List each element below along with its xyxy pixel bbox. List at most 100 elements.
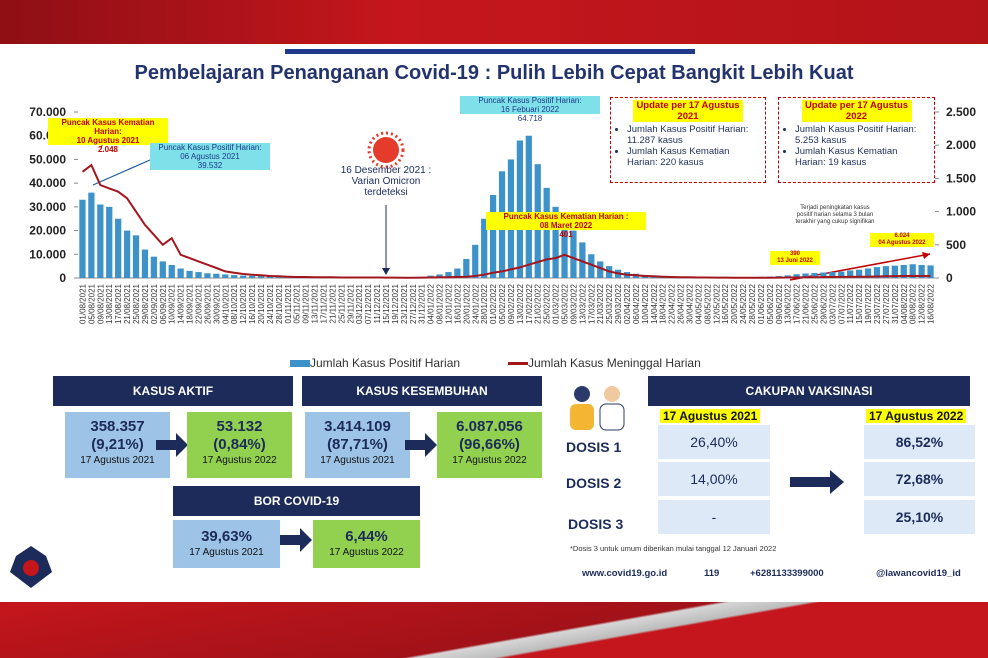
x-tick-label: 05/08/2021: [87, 283, 96, 324]
virus-icon: [367, 131, 405, 275]
legend-swatch: [508, 362, 528, 366]
x-tick-label: 03/12/2021: [355, 283, 364, 324]
bar: [472, 244, 479, 278]
x-tick-label: 17/08/2021: [114, 283, 123, 324]
x-tick-label: 23/12/2021: [400, 283, 409, 324]
annotation: Puncak Kasus Kematian Harian: 10 Agustus…: [48, 118, 168, 154]
bar: [811, 273, 818, 278]
stat-box: 3.414.109 (87,71%) 17 Agustus 2021: [305, 412, 410, 478]
y-tick-label: 40.000: [29, 176, 66, 190]
row-label: DOSIS 2: [566, 475, 622, 491]
bar: [516, 140, 524, 278]
contact: @lawancovid19_id: [876, 568, 961, 579]
annotation-text: 06 Agustus 2021: [150, 152, 270, 161]
x-tick-label: 27/12/2021: [409, 283, 418, 324]
cell: 14,00%: [658, 462, 770, 496]
bar: [106, 206, 113, 278]
bar: [231, 275, 238, 278]
arrow: [280, 528, 312, 552]
x-tick-label: 05/03/2022: [561, 283, 570, 324]
x-tick-label: 08/08/2022: [909, 283, 918, 324]
x-tick-label: 16/08/2022: [927, 283, 936, 324]
annotation-text: 401: [559, 230, 573, 239]
annotation: Puncak Kasus Kematian Harian : 08 Maret …: [486, 212, 646, 239]
stat-value: (87,71%): [327, 436, 388, 453]
x-tick-label: 29/03/2022: [614, 283, 623, 324]
bar: [454, 268, 461, 278]
x-tick-label: 08/05/2022: [703, 283, 712, 324]
x-tick-label: 09/08/2021: [96, 283, 105, 324]
bar: [802, 273, 809, 278]
y2-tick-label: 1.500: [946, 171, 976, 185]
bar: [918, 264, 925, 278]
footnote: *Dosis 3 untuk umum diberikan mulai tang…: [570, 544, 777, 553]
x-tick-label: 25/11/2021: [337, 283, 346, 323]
x-tick-label: 23/07/2022: [873, 283, 882, 324]
y2-tick-label: 2.500: [946, 105, 976, 119]
annotation-text: 16 Desember 2021 :: [340, 165, 432, 176]
bar: [115, 218, 122, 278]
x-tick-label: 26/09/2021: [203, 283, 212, 324]
line: [81, 163, 931, 279]
x-tick-label: 30/09/2021: [212, 283, 221, 324]
x-tick-label: 04/10/2021: [221, 283, 230, 324]
annotation: Puncak Kasus Positif Harian: 06 Agustus …: [150, 143, 270, 170]
bar: [489, 195, 497, 278]
y-tick-label: 20.000: [29, 224, 66, 238]
stat-box: 358.357 (9,21%) 17 Agustus 2021: [65, 412, 170, 478]
bar: [222, 274, 229, 278]
bar: [864, 268, 872, 278]
bar: [873, 267, 881, 278]
x-tick-label: 09/02/2022: [507, 283, 516, 324]
annotation-text: Terjadi peningkatan kasus: [800, 205, 870, 211]
x-tick-label: 05/06/2022: [766, 283, 775, 324]
x-tick-label: 22/09/2021: [195, 283, 204, 324]
stat-box: 6,44% 17 Agustus 2022: [313, 520, 420, 568]
legend-label: Jumlah Kasus Positif Harian: [310, 356, 461, 370]
emblem: [10, 546, 52, 588]
annotation-text: 390: [770, 251, 820, 258]
y-tick-label: 30.000: [29, 200, 66, 214]
x-tick-label: 01/08/2021: [78, 283, 87, 324]
update-item: Jumlah Kasus Kematian Harian: 19 kasus: [795, 146, 930, 168]
update-box: Update per 17 Agustus 2022 Jumlah Kasus …: [778, 97, 935, 183]
x-tick-label: 11/12/2021: [373, 283, 382, 323]
x-tick-label: 28/01/2022: [480, 283, 489, 324]
x-tick-label: 10/09/2021: [168, 283, 177, 324]
update-title: Update per 17 Agustus 2021: [633, 100, 743, 122]
stat-value: 53.132: [216, 418, 263, 435]
stat-date: 17 Agustus 2022: [202, 455, 277, 466]
x-tick-label: 29/06/2022: [819, 283, 828, 324]
bottom-band: [0, 602, 988, 658]
stat-box: 39,63% 17 Agustus 2021: [173, 520, 280, 568]
x-tick-label: 08/01/2022: [436, 283, 445, 324]
update-item: Jumlah Kasus Positif Harian: 5.253 kasus: [795, 124, 930, 146]
people-icon: [570, 386, 625, 431]
bar: [891, 265, 898, 278]
update-box: Update per 17 Agustus 2021 Jumlah Kasus …: [610, 97, 766, 183]
x-tick-label: 28/05/2022: [748, 283, 757, 324]
bar: [159, 261, 166, 278]
x-tick-label: 21/06/2022: [802, 283, 811, 324]
bar: [141, 249, 149, 278]
cell: 25,10%: [864, 500, 975, 534]
legend-label: Jumlah Kasus Meninggal Harian: [528, 356, 701, 370]
x-tick-label: 15/07/2022: [855, 283, 864, 324]
x-tick-label: 25/02/2022: [543, 283, 552, 324]
stat-date: 17 Agustus 2022: [329, 547, 404, 558]
x-tick-label: 05/11/2021: [293, 283, 302, 323]
panel-header: KASUS KESEMBUHAN: [302, 376, 542, 406]
stat-value: (96,66%): [459, 436, 520, 453]
x-tick-label: 21/08/2021: [123, 283, 132, 324]
x-tick-label: 11/07/2022: [846, 283, 855, 323]
bar: [150, 256, 158, 278]
row-label: DOSIS 3: [568, 516, 624, 532]
annotation-text: 16 Febuari 2022: [460, 105, 600, 114]
annotation-text: Puncak Kasus Positif Harian:: [460, 96, 600, 105]
contact: +6281133399000: [750, 568, 824, 579]
annotation-text: 39.532: [150, 161, 270, 170]
stat-date: 17 Agustus 2022: [452, 455, 527, 466]
x-tick-label: 20/01/2022: [462, 283, 471, 324]
x-tick-label: 13/08/2021: [105, 283, 114, 324]
y2-tick-label: 1.000: [946, 205, 976, 219]
